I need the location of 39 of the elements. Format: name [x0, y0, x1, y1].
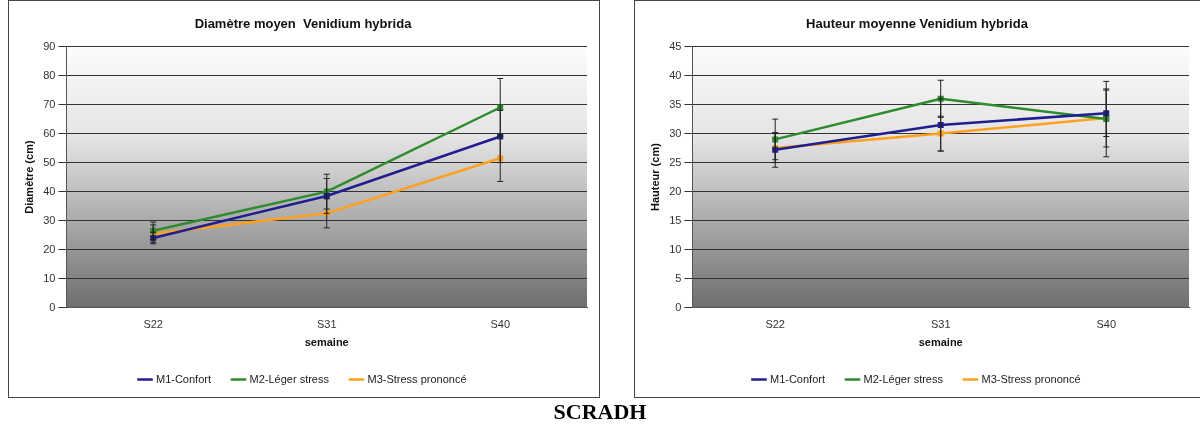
y-tick-label: 30 [669, 126, 682, 139]
chart-title: Hauteur moyenne Venidium hybrida [806, 16, 1029, 32]
y-tick-label: 15 [669, 213, 682, 226]
y-tick-label: 50 [43, 155, 56, 168]
x-axis-title: semaine [304, 336, 349, 349]
y-tick-label: 40 [669, 68, 682, 81]
y-tick-label: 10 [669, 242, 682, 255]
y-tick-label: 80 [43, 68, 56, 81]
legend-label: M2-Léger stress [863, 372, 944, 385]
legend-label: M1-Confort [769, 372, 826, 385]
x-tick-label: S40 [490, 318, 511, 331]
y-tick-label: 0 [49, 300, 56, 313]
legend-label: M1-Confort [155, 372, 212, 385]
y-axis-title: Diamètre (cm) [22, 140, 35, 214]
legend-label: M2-Léger stress [249, 372, 330, 385]
y-tick-label: 60 [43, 126, 56, 139]
legend-label: M3-Stress prononcé [981, 372, 1081, 385]
y-tick-label: 45 [669, 39, 682, 52]
x-tick-label: S22 [143, 318, 163, 331]
y-tick-label: 90 [43, 39, 56, 52]
chart-title: Diamètre moyen Venidium hybrida [194, 16, 413, 32]
legend-label: M3-Stress prononcé [367, 372, 467, 385]
y-tick-label: 30 [43, 213, 56, 226]
y-tick-label: 10 [43, 271, 56, 284]
text: SCRADH [552, 399, 648, 425]
y-tick-label: 20 [669, 184, 682, 197]
y-tick-label: 0 [675, 300, 682, 313]
y-axis-title: Hauteur (cm) [648, 142, 661, 212]
x-tick-label: S40 [1096, 318, 1117, 331]
y-tick-label: 70 [43, 97, 56, 110]
x-tick-label: S22 [765, 318, 785, 331]
y-tick-label: 5 [675, 271, 682, 284]
y-tick-label: 35 [669, 97, 682, 110]
x-tick-label: S31 [316, 318, 337, 331]
x-axis-title: semaine [918, 336, 963, 349]
y-tick-label: 20 [43, 242, 56, 255]
x-tick-label: S31 [930, 318, 951, 331]
y-tick-label: 25 [669, 155, 682, 168]
y-tick-label: 40 [43, 184, 56, 197]
